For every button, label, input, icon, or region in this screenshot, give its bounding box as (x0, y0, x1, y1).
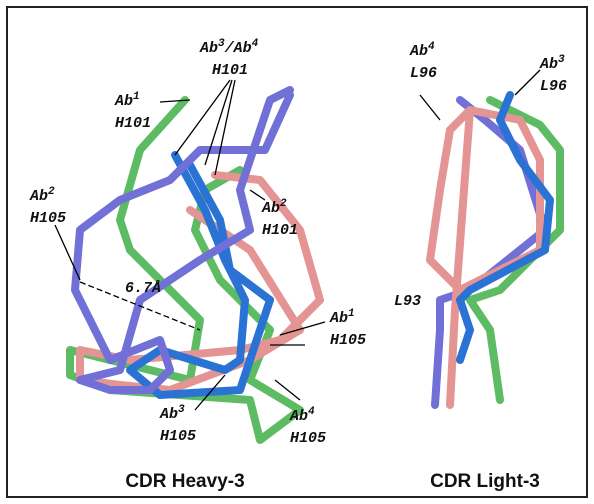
figure: Ab3/Ab4H101Ab1H101Ab2H105Ab2H101Ab1H105A… (0, 0, 594, 504)
label-text: Ab (199, 40, 218, 57)
label-text: Ab (409, 43, 428, 60)
residue-label: H105 (290, 430, 326, 447)
residue-label: H101 (262, 222, 298, 239)
superscript: 2 (48, 186, 55, 198)
superscript: 4 (252, 38, 259, 50)
label-text: /Ab (224, 40, 252, 57)
superscript: 4 (428, 41, 435, 53)
label-text: Ab (29, 188, 48, 205)
residue-label: L93 (394, 293, 421, 310)
label-text: Ab (114, 93, 133, 110)
residue-label: H105 (160, 428, 196, 445)
superscript: 1 (133, 91, 140, 103)
superscript: 1 (348, 308, 355, 320)
label-text: Ab (261, 200, 280, 217)
label-text: Ab (539, 56, 558, 73)
superscript: 3 (178, 404, 185, 416)
residue-label: L96 (410, 65, 437, 82)
residue-label: L96 (540, 78, 567, 95)
antibody-label: Ab3/Ab4 (199, 38, 259, 57)
label-text: Ab (159, 406, 178, 423)
caption: CDR Light-3 (430, 471, 540, 492)
residue-label: H105 (330, 332, 366, 349)
superscript: 4 (308, 406, 315, 418)
residue-label: H101 (212, 62, 248, 79)
label-text: Ab (329, 310, 348, 327)
caption: CDR Heavy-3 (125, 471, 244, 492)
superscript: 2 (280, 198, 287, 210)
distance-label: 6.7Å (125, 280, 161, 297)
label-text: Ab (289, 408, 308, 425)
residue-label: H101 (115, 115, 151, 132)
residue-label: H105 (30, 210, 66, 227)
superscript: 3 (558, 54, 565, 66)
